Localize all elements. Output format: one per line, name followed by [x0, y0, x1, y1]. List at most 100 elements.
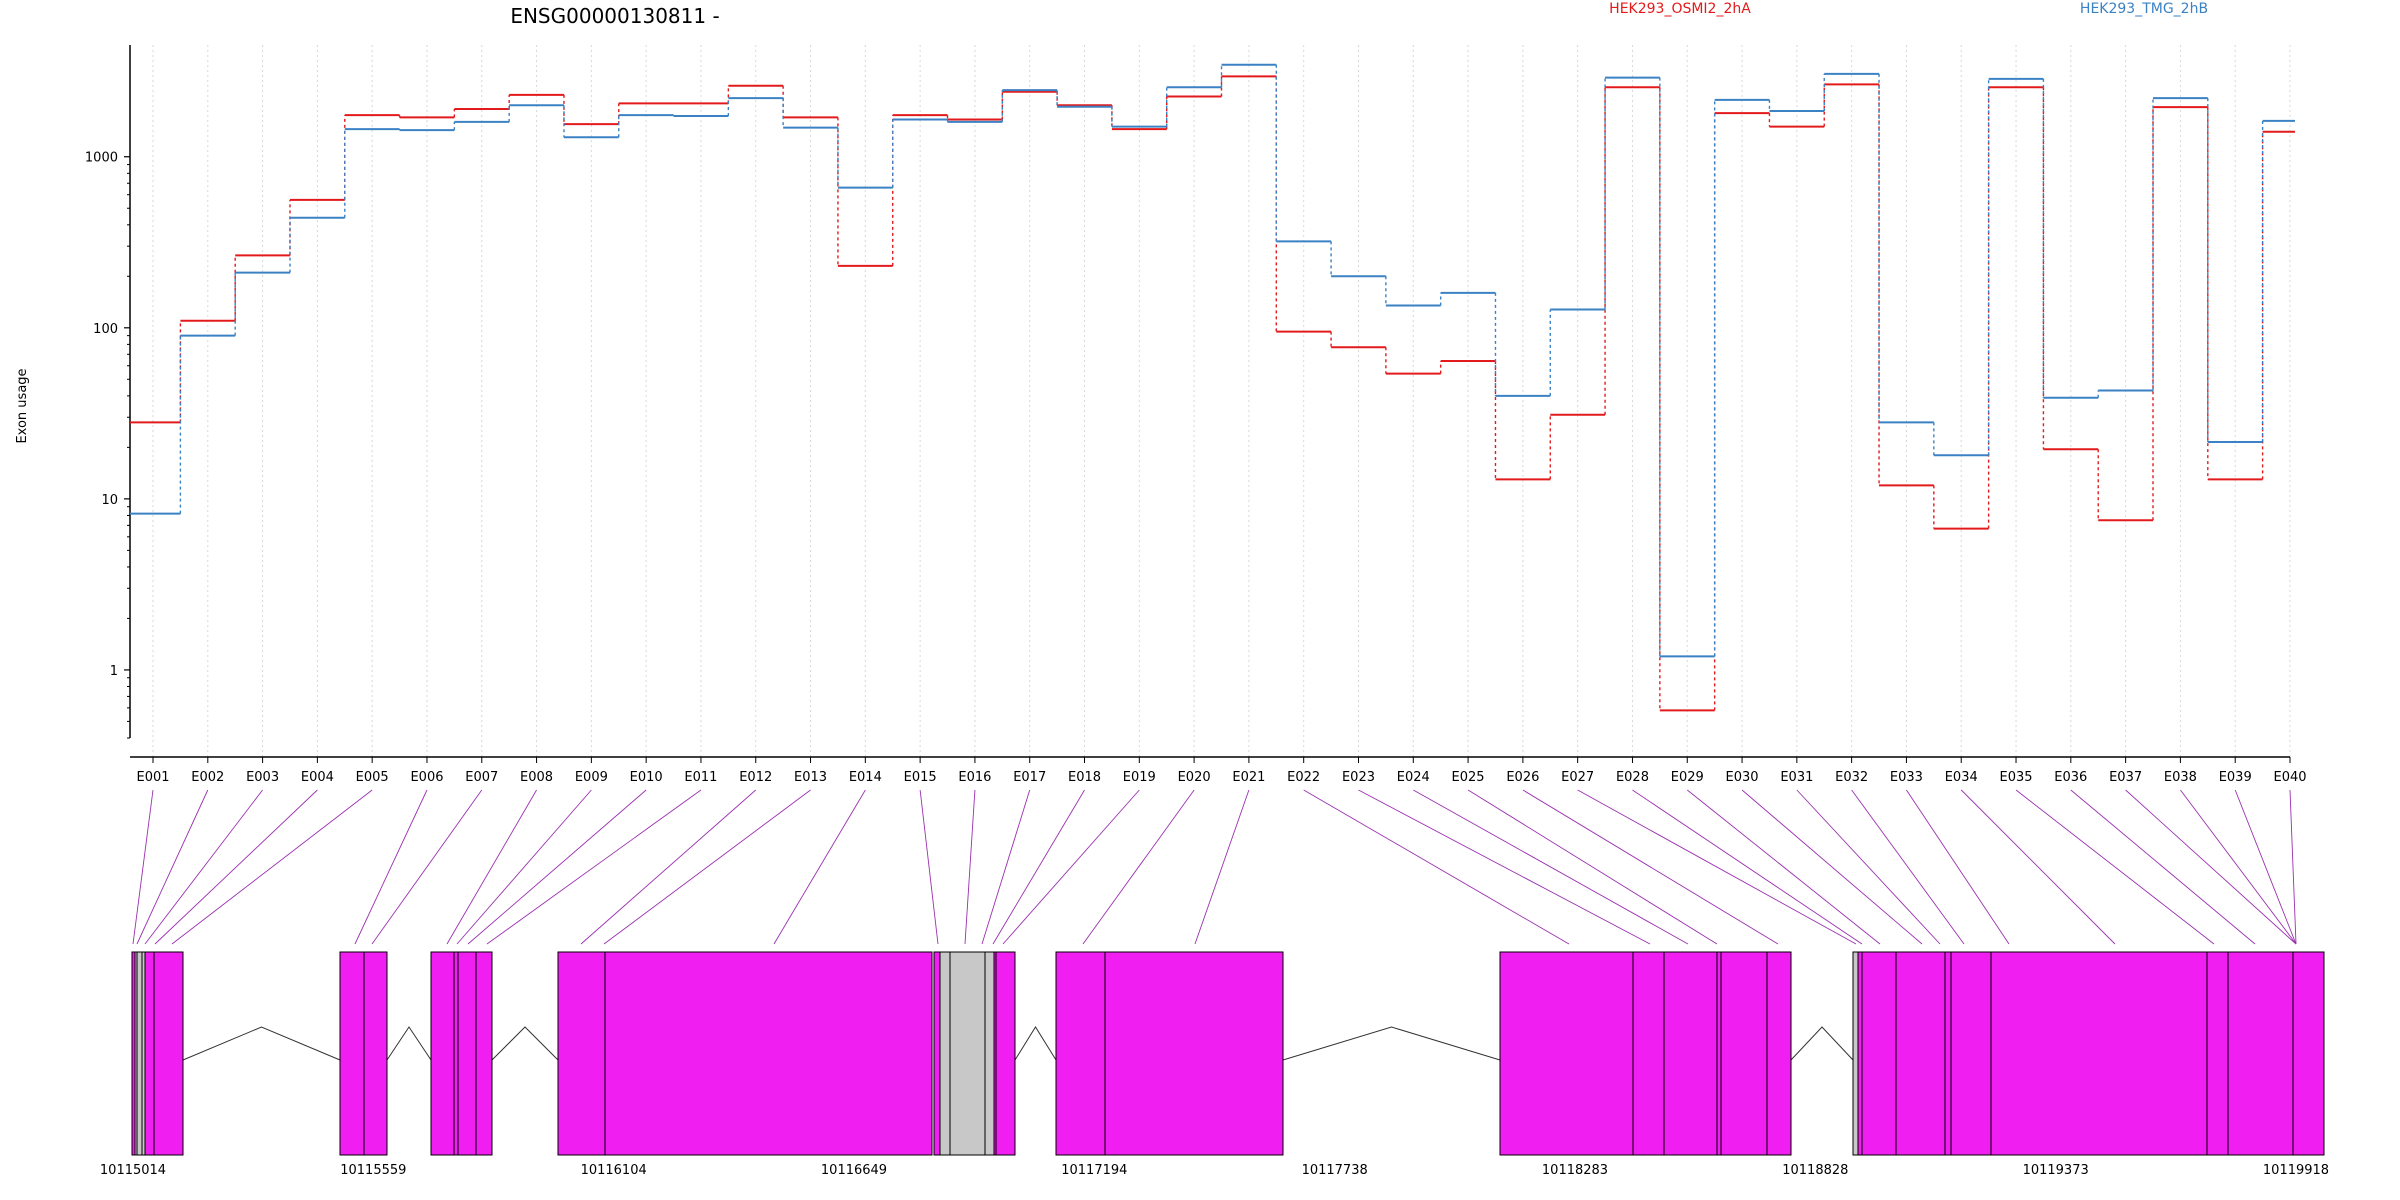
series-lines — [130, 63, 2295, 712]
exon-label: E025 — [1452, 770, 1485, 785]
coordinate-label: 10117738 — [1302, 1163, 1368, 1178]
connector-line — [467, 789, 647, 945]
exon-label: E002 — [191, 770, 224, 785]
connector-line — [456, 789, 592, 945]
connector-line — [136, 789, 209, 945]
exon-label: E013 — [794, 770, 827, 785]
exon-label: E012 — [739, 770, 772, 785]
exon-label: E011 — [684, 770, 717, 785]
connector-line — [773, 789, 866, 945]
gene-model: 10115014 10115559 10116104 10116649 10117194… — [100, 951, 2329, 1178]
y-axis-label: Exon usage — [15, 368, 30, 443]
connector-line — [1467, 789, 1718, 945]
exon-label: E008 — [520, 770, 553, 785]
axes: 1 10 100 1000 E001 E002 E003 E004 E005 E006 E007 E0… — [85, 45, 2307, 785]
exon-label: E030 — [1726, 770, 1759, 785]
exon-block — [430, 951, 493, 1156]
connector-line — [2015, 789, 2215, 945]
connector-line — [486, 789, 702, 945]
connector-line — [1522, 789, 1779, 945]
connector-line — [1002, 789, 1140, 945]
y-tick-label: 1000 — [85, 151, 118, 166]
exon-connectors — [132, 789, 2297, 945]
grey-segment — [134, 951, 146, 1156]
connector-line — [1632, 789, 1863, 945]
y-tick-label: 10 — [101, 493, 118, 508]
exon-label: E024 — [1397, 770, 1430, 785]
exon-label: E034 — [1945, 770, 1978, 785]
exon-label: E005 — [356, 770, 389, 785]
legend-entry-series-a: HEK293_OSMI2_2hA — [1609, 1, 1751, 17]
intron-line — [1282, 1026, 1501, 1061]
connector-line — [354, 789, 428, 945]
connector-line — [981, 789, 1031, 945]
connector-line — [154, 789, 318, 945]
exon-label: E010 — [630, 770, 663, 785]
exon-label: E033 — [1890, 770, 1923, 785]
exon-label: E015 — [904, 770, 937, 785]
exon-block — [557, 951, 933, 1156]
intron-line — [491, 1026, 559, 1061]
exon-label: E031 — [1780, 770, 1813, 785]
intron-line — [1014, 1026, 1057, 1061]
coordinate-label: 10118828 — [1782, 1163, 1848, 1178]
exon-label: E040 — [2273, 770, 2306, 785]
connector-line — [964, 789, 976, 945]
intron-line — [182, 1026, 341, 1061]
exon-label: E023 — [1342, 770, 1375, 785]
coordinate-label: 10116649 — [821, 1163, 887, 1178]
connector-line — [2125, 789, 2297, 945]
chart-title: ENSG00000130811 - — [510, 4, 719, 28]
intron-line — [386, 1026, 432, 1061]
connector-line — [446, 789, 537, 945]
connector-line — [371, 789, 483, 945]
series-a — [130, 75, 2295, 712]
grey-segment — [1852, 951, 1859, 1156]
connector-line — [2289, 789, 2297, 945]
connector-line — [1303, 789, 1570, 945]
connector-line — [2234, 789, 2297, 945]
connector-line — [132, 789, 154, 945]
exon-label: E020 — [1178, 770, 1211, 785]
exon-label: E038 — [2164, 770, 2197, 785]
exon-label: E004 — [301, 770, 334, 785]
exon-label: E028 — [1616, 770, 1649, 785]
exon-label: E032 — [1835, 770, 1868, 785]
exon-block — [1852, 951, 2325, 1156]
exon-label: E027 — [1561, 770, 1594, 785]
exon-label: E037 — [2109, 770, 2142, 785]
connector-line — [1686, 789, 1881, 945]
connector-line — [1906, 789, 2010, 945]
exon-label: E019 — [1123, 770, 1156, 785]
exon-label: E029 — [1671, 770, 1704, 785]
intron-line — [1790, 1026, 1854, 1061]
connector-line — [1194, 789, 1250, 945]
series-b — [130, 63, 2295, 658]
coordinate-label: 10115014 — [100, 1163, 166, 1178]
y-tick-label: 100 — [93, 322, 118, 337]
connector-line — [1413, 789, 1689, 945]
connector-line — [171, 789, 373, 945]
exon-label: E036 — [2054, 770, 2087, 785]
coordinate-label: 10115559 — [340, 1163, 406, 1178]
exon-label: E007 — [465, 770, 498, 785]
connector-line — [1741, 789, 1923, 945]
exon-label: E003 — [246, 770, 279, 785]
connector-line — [603, 789, 811, 945]
gridlines — [152, 45, 2291, 757]
exon-label: E035 — [2000, 770, 2033, 785]
grey-segment — [939, 951, 995, 1156]
exon-label: E014 — [849, 770, 882, 785]
connector-line — [144, 789, 263, 945]
connector-line — [1577, 789, 1857, 945]
connector-line — [1960, 789, 2116, 945]
connector-line — [992, 789, 1085, 945]
legend-entry-series-b: HEK293_TMG_2hB — [2080, 1, 2208, 17]
coordinate-label: 10119373 — [2023, 1163, 2089, 1178]
exon-label: E009 — [575, 770, 608, 785]
connector-line — [2180, 789, 2297, 945]
exon-label: E022 — [1287, 770, 1320, 785]
exon-label: E016 — [958, 770, 991, 785]
exon-block — [1499, 951, 1792, 1156]
exon-label: E017 — [1013, 770, 1046, 785]
